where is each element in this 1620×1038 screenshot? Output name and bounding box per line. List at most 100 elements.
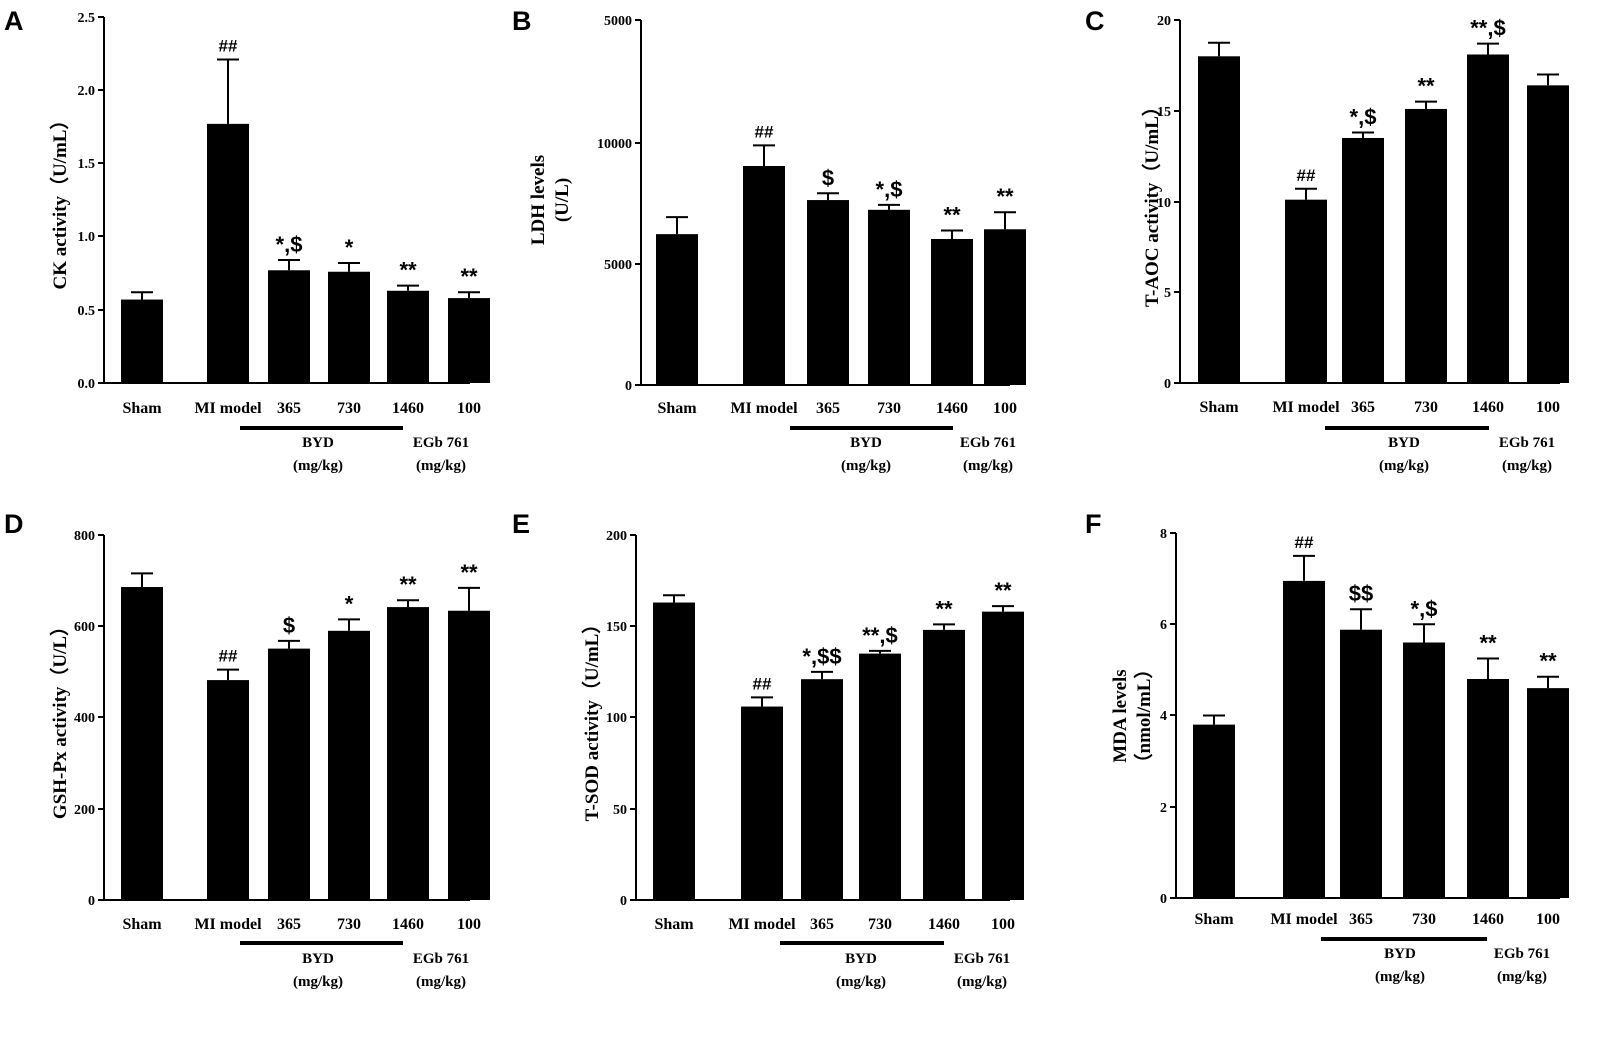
category-label: MI model: [728, 916, 796, 933]
bar: [1405, 108, 1447, 383]
group-label: BYD: [1388, 435, 1420, 451]
bar: [807, 200, 849, 385]
category-label: 730: [337, 916, 361, 933]
y-axis-title-line: GSH-Px activity（U/L）: [48, 617, 71, 819]
bar: [1198, 56, 1240, 384]
y-tick-label: 10: [1157, 196, 1171, 211]
category-label: 1460: [928, 916, 960, 933]
category-label: 100: [1536, 399, 1560, 416]
y-tick-label: 0: [1160, 892, 1167, 907]
category-label: 730: [337, 400, 361, 417]
significance-label: **,$: [1470, 16, 1505, 41]
bar: [656, 234, 698, 385]
significance-label: *: [345, 591, 354, 616]
y-axis-title-line: LDH levels: [528, 155, 549, 245]
category-label: MI model: [1272, 399, 1340, 416]
significance-label: *,$$: [802, 644, 841, 669]
significance-label: $$: [1349, 581, 1373, 606]
significance-label: ##: [753, 674, 772, 693]
bar: [982, 611, 1024, 900]
category-label: 1460: [936, 400, 968, 417]
y-tick-label: 800: [74, 529, 95, 544]
category-label: 100: [1536, 911, 1560, 928]
group-label: EGb 761: [1494, 946, 1550, 962]
category-label: 730: [877, 400, 901, 417]
category-label: 100: [457, 916, 481, 933]
y-tick-label: 0.5: [78, 304, 96, 319]
group-label: EGb 761: [960, 435, 1016, 451]
y-tick-label: 600: [74, 620, 95, 635]
y-tick-label: 20: [1157, 14, 1171, 29]
category-label: Sham: [122, 400, 162, 417]
bar: [1193, 724, 1235, 898]
category-label: 365: [810, 916, 834, 933]
y-axis-title-line: MDA levels: [1110, 669, 1131, 762]
bar: [268, 648, 310, 900]
bar: [207, 680, 249, 900]
category-label: Sham: [122, 916, 162, 933]
bar: [207, 123, 249, 383]
y-tick-label: 150: [606, 620, 627, 635]
category-label: 365: [277, 400, 301, 417]
group-unit: (mg/kg): [1502, 458, 1552, 474]
bar: [743, 166, 785, 385]
group-label: BYD: [302, 435, 334, 451]
bar: [923, 629, 965, 900]
significance-label: *,$: [1350, 105, 1377, 130]
group-label: EGb 761: [413, 951, 469, 967]
bar: [801, 679, 843, 900]
bar: [1527, 688, 1569, 898]
y-axis-title: T-AOC activity（U/mL）: [1140, 97, 1163, 307]
chart-panel-b: B 0 5000 10000 5000 LDH levels (U/L) Sham ## MI m…: [512, 6, 1026, 474]
bar: [1467, 54, 1509, 384]
bar: [1403, 642, 1445, 898]
y-tick-label: 8: [1160, 527, 1167, 542]
significance-label: **: [1479, 630, 1497, 655]
significance-label: **: [994, 578, 1012, 603]
bar: [448, 298, 490, 383]
y-tick-label: 4: [1160, 709, 1167, 724]
y-axis-title: LDH levels (U/L): [528, 155, 573, 245]
significance-label: ##: [1295, 533, 1314, 552]
y-tick-label: 50: [613, 803, 627, 818]
significance-label: **,$: [862, 623, 897, 648]
bar: [387, 607, 429, 900]
bar: [328, 630, 370, 900]
bar: [121, 299, 163, 383]
category-label: 365: [1349, 911, 1373, 928]
significance-label: *: [345, 235, 354, 260]
significance-label: ##: [219, 647, 238, 666]
category-label: MI model: [730, 400, 798, 417]
y-tick-label: 200: [74, 803, 95, 818]
significance-label: *,$: [876, 177, 903, 202]
chart-panel-e: E 0 50 100 150 200 T-SOD activity（U/mL） Sham ## M…: [512, 509, 1024, 990]
category-label: 365: [277, 916, 301, 933]
significance-label: ##: [219, 36, 238, 55]
significance-label: ##: [755, 122, 774, 141]
y-tick-label: 100: [606, 711, 627, 726]
y-axis-title-line: (U/L): [552, 178, 573, 222]
group-unit: (mg/kg): [963, 458, 1013, 474]
category-label: 100: [457, 400, 481, 417]
panel-letter: C: [1085, 6, 1105, 36]
y-tick-label: 1.5: [78, 157, 96, 172]
y-tick-label: 0: [88, 894, 95, 909]
chart-panel-d: D 0 200 400 600 800 GSH-Px activity（U/L） Sham ##…: [4, 509, 490, 990]
y-tick-label: 2: [1160, 801, 1167, 816]
significance-label: $: [822, 165, 834, 190]
group-unit: (mg/kg): [1375, 969, 1425, 985]
group-label: EGb 761: [1499, 435, 1555, 451]
y-tick-label: 10000: [597, 137, 632, 152]
category-label: 1460: [1472, 911, 1504, 928]
y-tick-label: 2.5: [78, 11, 96, 26]
y-axis-title-line: CK activity（U/mL）: [48, 111, 71, 290]
y-axis-title: CK activity（U/mL）: [48, 111, 71, 290]
category-label: 730: [868, 916, 892, 933]
group-unit: (mg/kg): [416, 974, 466, 990]
significance-label: **: [943, 202, 961, 227]
y-tick-label: 6: [1160, 618, 1167, 633]
y-axis-title: MDA levels （nmol/mL）: [1110, 660, 1155, 773]
y-tick-label: 0.0: [78, 377, 96, 392]
bar: [121, 587, 163, 900]
significance-label: ##: [1297, 166, 1316, 185]
